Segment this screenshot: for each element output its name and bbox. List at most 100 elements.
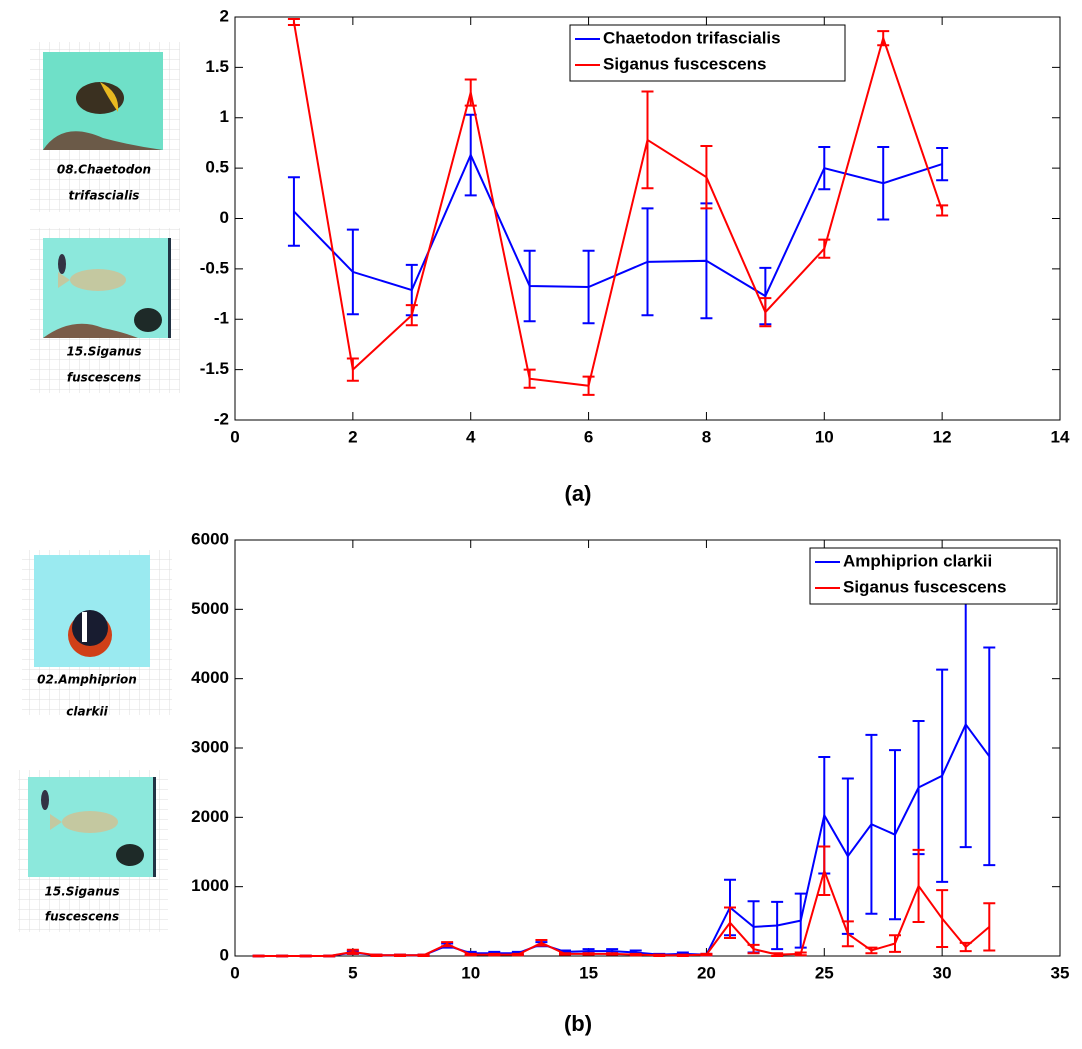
error-bar — [794, 951, 807, 957]
error-bar — [559, 952, 571, 956]
image-caption: clarkii — [66, 705, 108, 719]
image-caption: fuscescens — [67, 371, 141, 385]
y-tick-label: 2000 — [191, 807, 229, 826]
legend-box — [569, 24, 846, 82]
error-bar — [641, 90, 654, 190]
error-bar — [287, 18, 300, 27]
y-tick-label: -1.5 — [200, 359, 229, 378]
error-bar — [582, 375, 595, 396]
y-tick-label: 5000 — [191, 599, 229, 618]
series-line — [293, 152, 943, 298]
fish-thumbnails — [18, 42, 180, 932]
error-bar — [841, 920, 854, 948]
error-bar — [936, 146, 949, 182]
image-caption: 15.Siganus — [67, 345, 142, 359]
error-bar — [641, 207, 654, 317]
y-tick-label: -0.5 — [200, 258, 229, 277]
legend-box — [809, 547, 1058, 605]
error-bar — [865, 733, 878, 915]
x-tick-label: 15 — [579, 963, 598, 982]
error-bar — [523, 368, 536, 389]
y-tick-label: -2 — [214, 409, 229, 428]
x-tick-label: 8 — [702, 427, 711, 446]
error-bar — [818, 845, 831, 896]
error-bar — [417, 953, 430, 957]
error-bar — [877, 30, 890, 47]
error-bar — [582, 952, 595, 956]
error-bar — [464, 952, 477, 957]
image-caption: fuscescens — [45, 910, 119, 924]
error-bar — [653, 953, 666, 957]
x-tick-label: 10 — [461, 963, 480, 982]
error-bar — [676, 953, 689, 957]
error-bar — [405, 304, 418, 327]
x-tick-label: 14 — [1051, 427, 1070, 446]
error-bar — [877, 145, 890, 221]
error-bar — [523, 249, 536, 323]
error-bar — [323, 954, 336, 958]
error-bar — [865, 946, 878, 955]
error-bar — [794, 892, 807, 949]
error-bar — [818, 238, 831, 259]
y-tick-label: 0 — [220, 208, 229, 227]
y-tick-label: 4000 — [191, 668, 229, 687]
error-bar — [276, 954, 289, 958]
y-tick-label: -1 — [214, 309, 229, 328]
legend-label: Amphiprion clarkii — [843, 551, 992, 570]
legend-label: Siganus fuscescens — [603, 54, 766, 73]
legend-label: Chaetodon trifascialis — [603, 28, 781, 47]
error-bar — [346, 357, 359, 382]
y-tick-label: 1.5 — [205, 57, 229, 76]
x-tick-label: 6 — [584, 427, 593, 446]
y-tick-label: 6000 — [191, 529, 229, 548]
error-bar — [959, 941, 972, 953]
error-bar — [889, 934, 901, 953]
error-bar — [488, 952, 501, 957]
error-bar — [747, 943, 760, 955]
plot-area — [234, 539, 1061, 957]
error-bar — [771, 900, 784, 951]
x-tick-label: 5 — [348, 963, 357, 982]
error-bar — [582, 249, 595, 325]
error-bar — [771, 952, 784, 957]
error-bar — [759, 297, 772, 328]
error-bar — [441, 941, 454, 948]
error-bar — [346, 948, 359, 955]
x-tick-label: 4 — [466, 427, 476, 446]
error-bar — [346, 228, 359, 316]
error-bar — [299, 954, 312, 958]
image-caption: trifascialis — [69, 189, 140, 203]
error-bar — [912, 848, 925, 924]
panel-label: (b) — [564, 1011, 592, 1036]
y-tick-label: 3000 — [191, 737, 229, 756]
error-bar — [629, 952, 642, 957]
image-caption: 08.Chaetodon — [57, 163, 151, 177]
error-bar — [370, 953, 383, 957]
error-bar — [464, 78, 477, 107]
error-bar — [700, 952, 713, 957]
error-bar — [511, 952, 524, 957]
legend-label: Siganus fuscescens — [843, 577, 1006, 596]
error-bar — [724, 906, 736, 939]
series-line — [292, 21, 944, 387]
error-bar — [818, 145, 831, 191]
x-tick-label: 0 — [230, 427, 239, 446]
y-tick-label: 2 — [220, 6, 229, 25]
x-tick-label: 25 — [815, 963, 834, 982]
error-bar — [700, 144, 713, 210]
error-bar — [606, 952, 619, 956]
image-caption: 15.Siganus — [45, 885, 120, 899]
x-tick-label: 20 — [697, 963, 716, 982]
y-tick-label: 0.5 — [205, 158, 229, 177]
error-bar — [252, 954, 265, 958]
error-bar — [983, 902, 996, 952]
error-bar — [535, 939, 548, 947]
error-bar — [936, 668, 949, 883]
y-tick-label: 1000 — [191, 876, 229, 895]
image-caption: 02.Amphiprion — [37, 673, 137, 687]
error-bar — [889, 749, 901, 921]
x-tick-label: 35 — [1051, 963, 1070, 982]
y-tick-label: 1 — [220, 107, 229, 126]
x-tick-label: 0 — [230, 963, 239, 982]
